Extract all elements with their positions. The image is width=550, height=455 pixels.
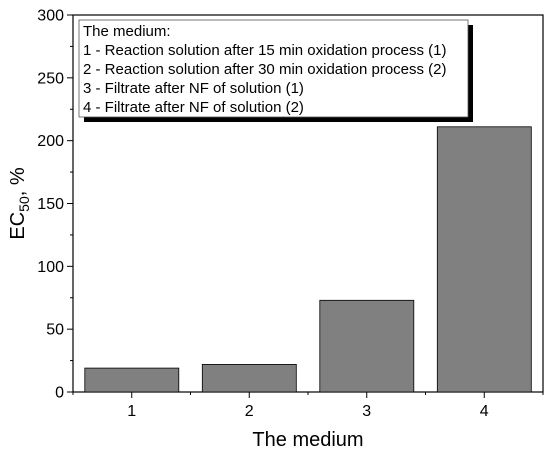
legend-box [78,19,469,118]
y-tick-label: 200 [37,133,64,150]
y-axis: 0 50 100 150 200 250 300 [37,8,73,402]
y-tick-label: 50 [46,322,64,339]
y-axis-title-suffix: , % [7,167,29,196]
bar-2 [201,363,297,393]
x-axis: 1 2 3 4 [72,392,544,420]
legend-entry-2: 2 - Reaction solution after 30 min oxida… [83,61,447,78]
y-axis-title-subscript: 50 [16,196,32,212]
x-tick-label: 2 [245,403,254,420]
legend-heading: The medium: [83,23,171,40]
legend-entry-1: 1 - Reaction solution after 15 min oxida… [83,42,447,59]
x-tick-label: 1 [127,403,136,420]
y-tick-label: 250 [37,70,64,87]
y-tick-label: 100 [37,259,64,276]
bar-4 [436,126,532,393]
x-tick-label: 3 [362,403,371,420]
y-axis-title: EC50, % [7,167,32,239]
x-axis-title: The medium [252,429,363,451]
y-tick-label: 0 [55,385,64,402]
y-tick-label: 300 [37,8,64,25]
bar-1 [84,367,180,393]
legend: The medium: 1 - Reaction solution after … [78,19,473,122]
bar-3 [319,299,415,393]
x-tick-label: 4 [480,403,489,420]
legend-entry-3: 3 - Filtrate after NF of solution (1) [83,80,304,97]
y-axis-title-main: EC [7,212,29,240]
bars-group [84,126,532,393]
legend-entry-4: 4 - Filtrate after NF of solution (2) [83,99,304,116]
y-tick-label: 150 [37,196,64,213]
